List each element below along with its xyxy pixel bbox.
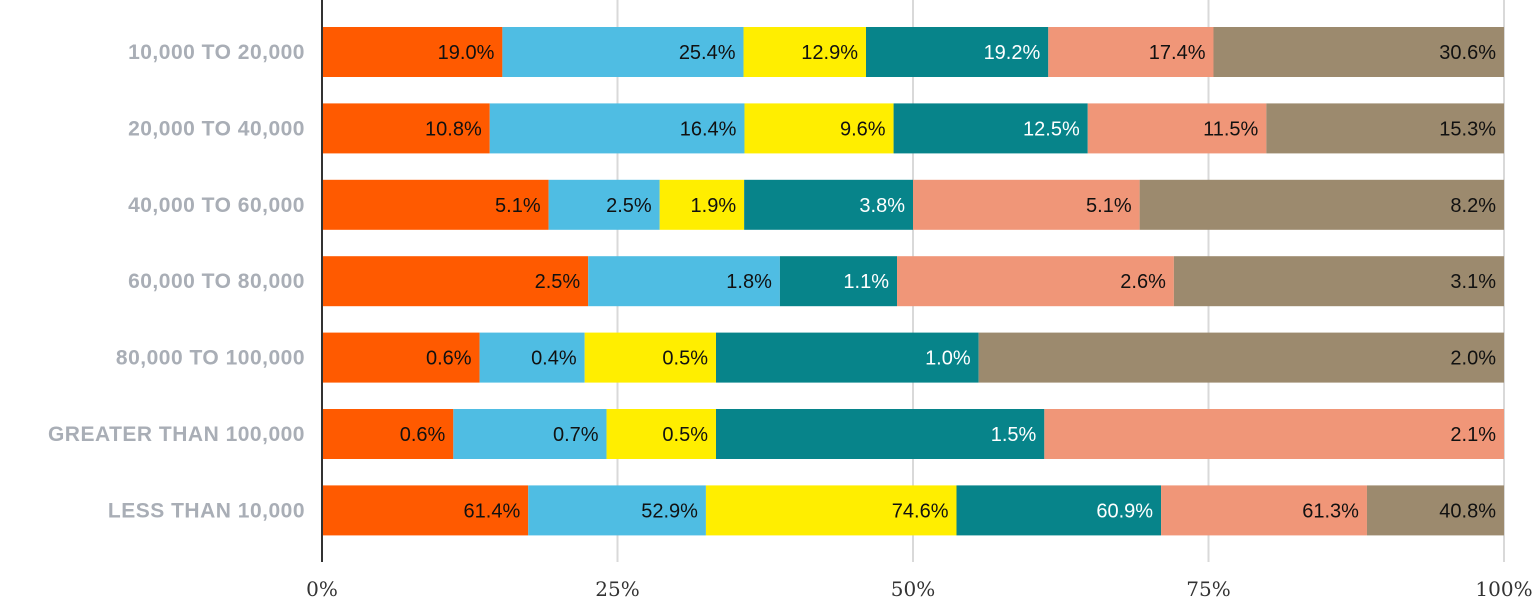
data-label: 3.8% — [859, 195, 905, 217]
data-label: 2.5% — [606, 195, 652, 217]
data-label: 40.8% — [1439, 500, 1496, 522]
bar-segment — [584, 332, 716, 383]
data-label: 8.2% — [1450, 195, 1496, 217]
bar-segment — [956, 485, 1162, 536]
bar-segment — [548, 179, 660, 230]
category-label: 20,000 TO 40,000 — [128, 117, 305, 140]
data-label: 74.6% — [892, 500, 949, 522]
category-label: 10,000 TO 20,000 — [128, 41, 305, 64]
bar-segment — [1044, 409, 1504, 459]
bar-segment — [705, 485, 957, 536]
data-label: 1.5% — [991, 424, 1037, 446]
data-label: 61.3% — [1302, 500, 1359, 522]
bar-segment — [744, 179, 913, 230]
data-label: 16.4% — [680, 118, 737, 140]
data-label: 9.6% — [840, 118, 886, 140]
bar-segment — [453, 409, 607, 459]
data-label: 12.5% — [1023, 118, 1080, 140]
bar-segment — [1139, 179, 1504, 230]
bar-segment — [1266, 103, 1504, 154]
data-label: 2.5% — [535, 271, 581, 293]
data-label: 1.8% — [726, 271, 772, 293]
x-tick-label: 75% — [1186, 577, 1230, 600]
bar-segment — [743, 27, 867, 77]
data-label: 0.6% — [426, 348, 472, 370]
bar-segment — [913, 179, 1140, 230]
bar-segment — [1213, 27, 1504, 77]
category-label: GREATER THAN 100,000 — [48, 423, 305, 446]
data-label: 17.4% — [1149, 42, 1206, 64]
data-label: 19.2% — [984, 42, 1041, 64]
data-label: 60.9% — [1096, 500, 1153, 522]
bar-segment — [893, 103, 1088, 154]
category-label: 60,000 TO 80,000 — [128, 270, 305, 293]
bar-segment — [322, 179, 549, 230]
data-label: 1.0% — [925, 348, 971, 370]
bar-segment — [744, 103, 894, 154]
bar-segment — [659, 179, 745, 230]
bar-segment — [716, 409, 1045, 459]
bar-segment — [322, 27, 503, 77]
data-label: 52.9% — [641, 500, 698, 522]
category-label: 40,000 TO 60,000 — [128, 194, 305, 217]
bar-segment — [489, 103, 745, 154]
bar-segment — [322, 485, 529, 536]
bar-segment — [897, 256, 1174, 307]
data-label: 3.1% — [1450, 271, 1496, 293]
data-label: 10.8% — [425, 118, 482, 140]
data-label: 0.6% — [400, 424, 446, 446]
bar-segment — [1161, 485, 1367, 536]
bar-segment — [479, 332, 585, 383]
bar-segment — [322, 409, 454, 459]
bar-segment — [779, 256, 898, 307]
category-labels: 10,000 TO 20,000 20,000 TO 40,000 40,000 T… — [48, 41, 305, 522]
x-tick-label: 0% — [306, 577, 338, 600]
bar-segment — [1366, 485, 1504, 536]
bar-segment — [502, 27, 744, 77]
bar-segment — [322, 256, 589, 307]
bar-segment — [716, 332, 979, 383]
bar-segment — [606, 409, 716, 459]
data-label: 25.4% — [679, 42, 736, 64]
data-label: 5.1% — [495, 195, 541, 217]
data-label: 0.5% — [662, 424, 708, 446]
data-label: 12.9% — [801, 42, 858, 64]
bar-segment — [1087, 103, 1267, 154]
bar-segment — [588, 256, 780, 307]
data-label: 1.1% — [843, 271, 889, 293]
data-label: 11.5% — [1203, 118, 1258, 140]
data-label: 2.6% — [1120, 271, 1166, 293]
bar-segment — [528, 485, 706, 536]
x-tick-label: 25% — [595, 577, 639, 600]
x-tick-labels: 0% 25% 50% 75% 100% — [306, 577, 1532, 600]
category-label: 80,000 TO 100,000 — [116, 347, 305, 370]
bar-segment — [322, 103, 490, 154]
data-label: 0.5% — [662, 348, 708, 370]
bar-segment — [1173, 256, 1504, 307]
data-label: 30.6% — [1439, 42, 1496, 64]
data-label: 61.4% — [464, 500, 521, 522]
x-tick-label: 50% — [891, 577, 935, 600]
bar-segment — [322, 332, 480, 383]
bar-segment — [1048, 27, 1214, 77]
data-label: 5.1% — [1086, 195, 1132, 217]
data-label: 2.1% — [1450, 424, 1496, 446]
data-label: 19.0% — [438, 42, 495, 64]
data-label: 0.4% — [531, 348, 577, 370]
data-label: 2.0% — [1450, 348, 1496, 370]
data-label: 15.3% — [1439, 118, 1496, 140]
x-tick-label: 100% — [1475, 577, 1532, 600]
bars: 19.0% 25.4% 12.9% 19.2% 17.4% 30.6% 10.8% 16.4%… — [322, 27, 1504, 536]
data-label: 0.7% — [553, 424, 599, 446]
bar-segment — [978, 332, 1504, 383]
category-label: LESS THAN 10,000 — [108, 499, 305, 522]
bar-segment — [866, 27, 1049, 77]
data-label: 1.9% — [691, 195, 737, 217]
